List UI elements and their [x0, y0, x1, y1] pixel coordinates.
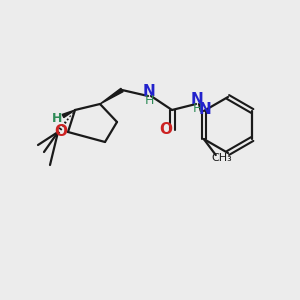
Polygon shape	[62, 110, 75, 118]
Text: N: N	[142, 83, 155, 98]
Text: N: N	[190, 92, 203, 106]
Polygon shape	[100, 88, 123, 104]
Text: CH₃: CH₃	[212, 153, 232, 163]
Text: H: H	[52, 112, 62, 125]
Text: H: H	[144, 94, 154, 107]
Text: O: O	[160, 122, 172, 136]
Text: N: N	[198, 101, 211, 116]
Text: H: H	[192, 103, 202, 116]
Text: O: O	[55, 124, 68, 139]
